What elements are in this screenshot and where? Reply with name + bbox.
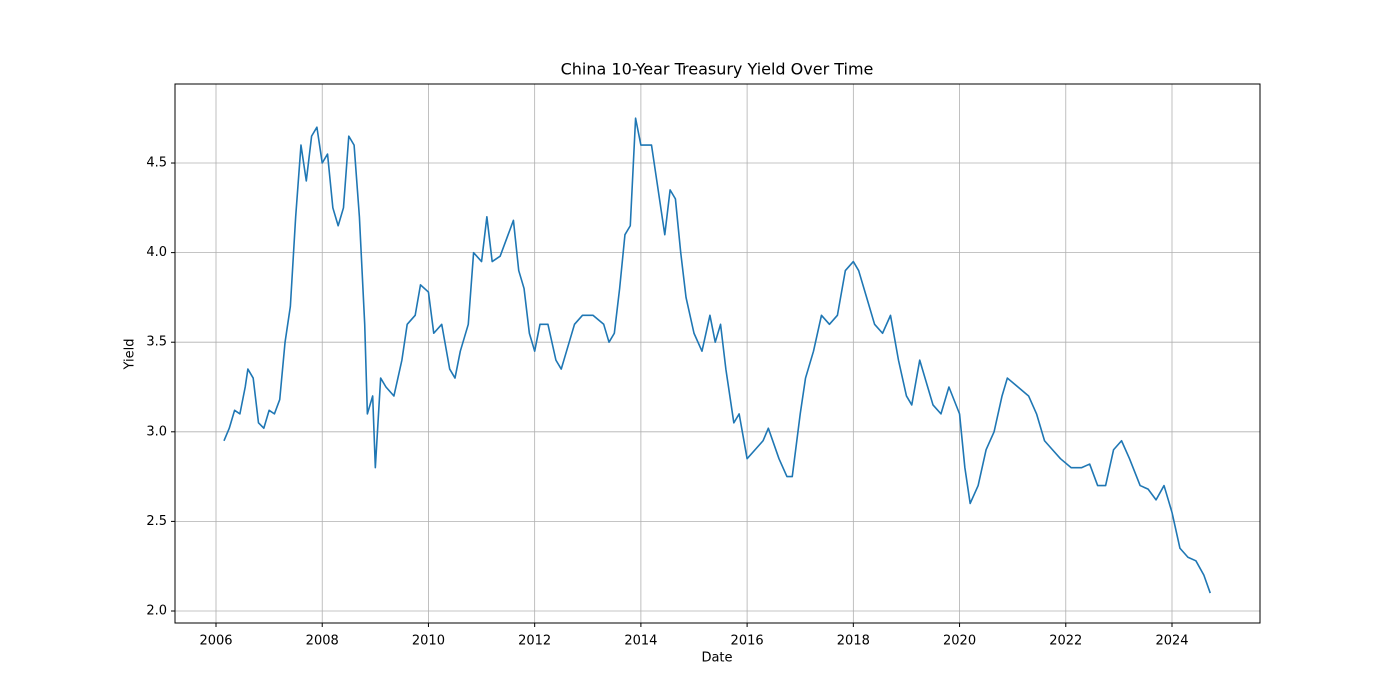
- x-tick-label: 2010: [412, 634, 445, 649]
- y-tick-label: 3.5: [146, 335, 167, 350]
- y-tick-label: 3.0: [146, 424, 167, 439]
- plot-frame: [174, 83, 1261, 624]
- y-tick-label: 4.0: [146, 245, 167, 260]
- x-tick-label: 2020: [943, 634, 976, 649]
- line-series: [223, 117, 1211, 594]
- x-tick-label: 2018: [837, 634, 870, 649]
- chart-title: China 10-Year Treasury Yield Over Time: [561, 60, 874, 79]
- x-axis-label: Date: [701, 651, 732, 666]
- plot: [223, 117, 1211, 594]
- x-tick-label: 2014: [624, 634, 657, 649]
- x-tick-label: 2022: [1049, 634, 1082, 649]
- x-tick-label: 2008: [306, 634, 339, 649]
- x-tick-label: 2012: [518, 634, 551, 649]
- y-tick-label: 2.0: [146, 603, 167, 618]
- x-tick-label: 2006: [199, 634, 232, 649]
- y-tick-label: 4.5: [146, 156, 167, 171]
- y-axis-label: Yield: [123, 339, 138, 371]
- x-tick-label: 2016: [731, 634, 764, 649]
- y-tick-label: 2.5: [146, 514, 167, 529]
- x-tick-label: 2024: [1155, 634, 1188, 649]
